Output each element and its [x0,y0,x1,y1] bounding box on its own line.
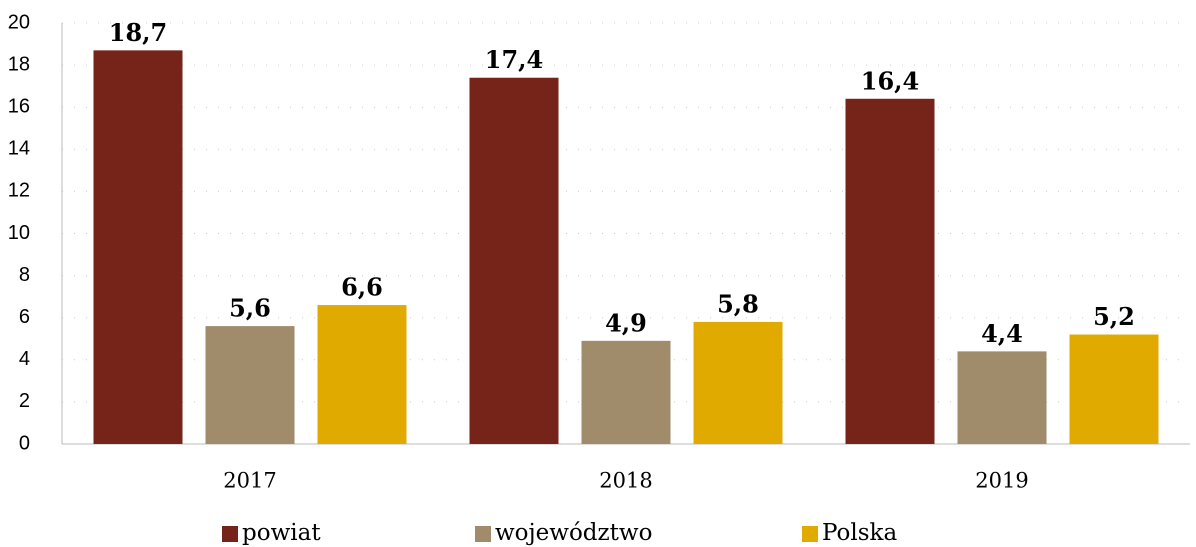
data-label: 5,6 [229,294,271,323]
y-tick-label: 16 [8,95,30,117]
bar [93,50,183,445]
bar [469,77,559,444]
y-tick-label: 20 [8,11,30,33]
bar [317,305,407,444]
legend-label: województwo [495,520,652,546]
bar [845,98,935,444]
data-label: 5,2 [1093,302,1135,331]
bar [581,340,671,444]
legend-swatch [475,526,491,542]
y-tick-label: 12 [8,180,30,202]
legend-swatch [802,526,818,542]
y-tick-label: 18 [8,53,30,75]
data-label: 6,6 [341,273,383,302]
x-tick-label: 2018 [599,469,652,493]
data-label: 5,8 [717,289,759,318]
data-label: 4,4 [981,319,1023,348]
bar [1069,334,1159,444]
y-tick-label: 14 [8,138,30,160]
legend-swatch [222,526,238,542]
bar [205,326,295,444]
y-tick-label: 0 [19,432,30,454]
x-tick-label: 2019 [975,469,1028,493]
y-tick-label: 10 [8,222,30,244]
legend-label: Polska [822,520,897,546]
legend-label: powiat [242,520,321,546]
data-label: 4,9 [605,308,647,337]
y-tick-label: 6 [19,306,30,328]
y-tick-label: 8 [19,264,30,286]
data-label: 17,4 [485,45,543,74]
x-tick-label: 2017 [223,469,276,493]
bar [693,321,783,444]
y-tick-label: 2 [19,390,30,412]
bar [957,351,1047,444]
y-tick-label: 4 [19,348,30,370]
data-label: 16,4 [861,66,919,95]
data-label: 18,7 [109,18,167,47]
